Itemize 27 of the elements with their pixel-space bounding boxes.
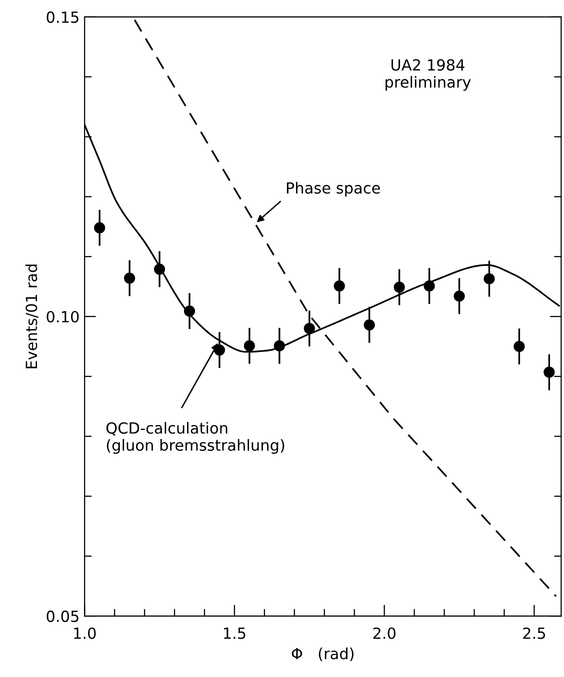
point xyxy=(154,264,166,275)
point xyxy=(94,222,106,234)
y-axis-title: Events/01 rad xyxy=(25,264,38,368)
point xyxy=(364,319,375,330)
point xyxy=(514,340,525,352)
x-tick-label: 2.0 xyxy=(373,627,396,640)
y-tick-label: 0.15 xyxy=(46,11,78,23)
point xyxy=(274,340,285,352)
point xyxy=(334,280,345,292)
point xyxy=(544,366,555,378)
point xyxy=(184,306,196,317)
point xyxy=(454,290,465,302)
annotation: Phase space xyxy=(286,182,380,197)
point xyxy=(244,340,256,352)
point xyxy=(424,280,435,292)
x-axis-title: Φ (rad) xyxy=(292,648,354,662)
point xyxy=(394,282,405,293)
point xyxy=(304,322,315,334)
annotation: UA2 1984 preliminary xyxy=(386,59,471,91)
point xyxy=(484,273,495,284)
point xyxy=(124,272,136,284)
x-tick-label: 1.0 xyxy=(74,627,96,640)
y-tick-label: 0.05 xyxy=(46,610,78,622)
annotation: QCD-calculation (gluon bremsstrahlung) xyxy=(106,422,284,454)
y-tick-label: 0.10 xyxy=(46,310,79,323)
x-tick-label: 2.5 xyxy=(523,627,546,640)
x-tick-label: 1.5 xyxy=(224,628,246,640)
